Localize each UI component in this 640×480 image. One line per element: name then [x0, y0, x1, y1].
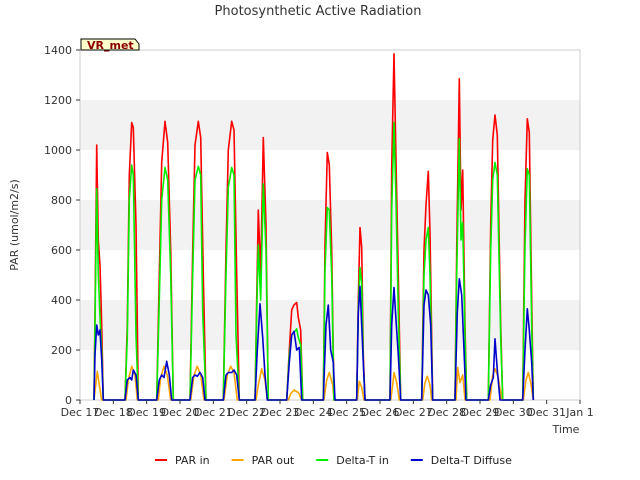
y-axis: 0 200 400 600 800 1000 1200 1400: [44, 44, 80, 407]
y-tick-label: 0: [65, 394, 72, 407]
y-tick-label: 400: [51, 294, 72, 307]
y-tick-label: 200: [51, 344, 72, 357]
x-tick-label: Dec 24: [294, 406, 333, 419]
x-tick-label: Dec 22: [227, 406, 266, 419]
legend-label-par-out: PAR out: [252, 454, 295, 467]
x-tick-label: Dec 17: [61, 406, 100, 419]
y-axis-label: PAR (umol/m2/s): [8, 179, 21, 271]
x-tick-label: Dec 29: [461, 406, 500, 419]
x-tick-label: Dec 25: [327, 406, 366, 419]
x-tick-label: Dec 31: [527, 406, 566, 419]
legend-label-delta-t-in: Delta-T in: [336, 454, 389, 467]
x-axis-label: Time: [552, 423, 580, 436]
x-tick-label: Dec 19: [127, 406, 166, 419]
y-tick-label: 800: [51, 194, 72, 207]
x-tick-label: Dec 18: [94, 406, 133, 419]
badge-box: [80, 38, 140, 51]
y-tick-label: 1200: [44, 94, 72, 107]
x-tick-label: Dec 23: [261, 406, 300, 419]
x-tick-label: Dec 27: [394, 406, 433, 419]
band-1000-1200: [80, 100, 580, 150]
band-1200-1400: [80, 50, 580, 100]
series-line-delta-t-in: [93, 121, 535, 401]
x-tick-label: Dec 20: [161, 406, 200, 419]
x-tick-label: Dec 21: [194, 406, 233, 419]
x-tick-label: Dec 30: [494, 406, 533, 419]
x-tick-label: Dec 26: [361, 406, 400, 419]
site-badge: VR_met: [80, 38, 140, 52]
legend: PAR in PAR out Delta-T in Delta-T Diffuse: [155, 454, 512, 467]
series-line-delta-t-diffuse: [93, 277, 535, 401]
y-tick-label: 1000: [44, 144, 72, 157]
chart-title: Photosynthetic Active Radiation: [215, 4, 422, 19]
band-400-600: [80, 250, 580, 300]
legend-label-delta-t-diffuse: Delta-T Diffuse: [431, 454, 512, 467]
badge-label: VR_met: [87, 39, 134, 52]
y-tick-label: 600: [51, 244, 72, 257]
y-tick-label: 1400: [44, 44, 72, 57]
x-tick-label: Jan 1: [565, 406, 593, 419]
legend-label-par-in: PAR in: [175, 454, 210, 467]
series-layer: [93, 52, 535, 401]
plot-frame: [79, 49, 581, 401]
x-tick-label: Dec 28: [427, 406, 466, 419]
